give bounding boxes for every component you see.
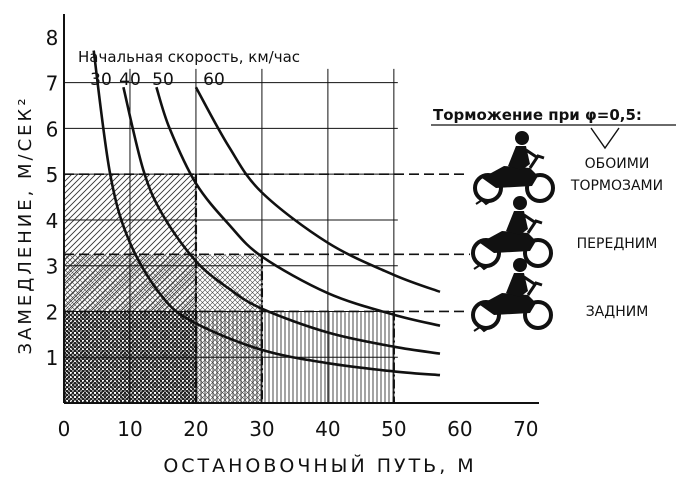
bike-body	[480, 293, 536, 315]
y-tick-label: 5	[46, 163, 59, 187]
y-tick-labels: 1 2 3 4 5 6 7 8	[46, 26, 59, 370]
y-tick-label: 6	[46, 117, 59, 141]
motorcycle-rider-icon	[471, 258, 553, 333]
rider-body	[506, 211, 528, 235]
handlebar	[526, 219, 543, 234]
rider-head	[513, 258, 527, 272]
legend-items: ОБОИМИ ТОРМОЗАМИ ПЕРЕДНИМ ЗАДНИМ	[570, 156, 663, 320]
legend-bracket	[590, 127, 620, 150]
handlebar	[528, 154, 545, 169]
motorcycle-rider-icon	[473, 131, 555, 206]
x-tick-label: 40	[315, 417, 340, 441]
bike-body	[482, 166, 538, 188]
legend-title: Торможение при φ=0,5:	[433, 106, 642, 124]
rider-arm	[523, 213, 537, 225]
rider-head	[515, 131, 529, 145]
y-tick-label: 4	[46, 209, 59, 233]
y-tick-label: 2	[46, 300, 59, 324]
front-wheel	[523, 238, 553, 268]
handlebar	[526, 281, 543, 296]
x-tick-label: 70	[513, 417, 538, 441]
front-wheel	[523, 300, 553, 330]
skid-mark	[473, 325, 491, 333]
y-tick-label: 8	[46, 26, 59, 50]
x-tick-labels: 0 10 20 30 40 50 60 70	[58, 417, 539, 441]
speed-curve-50	[155, 86, 441, 327]
speed-curve-30	[92, 50, 441, 377]
legend-item-label: ОБОИМИ	[585, 156, 650, 172]
axes	[63, 14, 539, 404]
speed-title: Начальная скорость, км/час	[78, 48, 300, 66]
skid-mark	[475, 198, 493, 206]
rider-body	[508, 146, 530, 170]
rider-body	[506, 273, 528, 297]
x-tick-label: 20	[183, 417, 208, 441]
y-tick-label: 7	[46, 72, 59, 96]
x-tick-label: 0	[58, 417, 71, 441]
rider-arm	[523, 275, 537, 287]
front-wheel	[525, 173, 555, 203]
x-tick-label: 30	[249, 417, 274, 441]
legend-item-label: ПЕРЕДНИМ	[577, 236, 658, 252]
y-tick-label: 3	[46, 255, 59, 279]
motorcycle-icons	[471, 131, 555, 333]
speed-curve-60	[194, 86, 441, 294]
x-tick-label: 60	[447, 417, 472, 441]
speed-labels: 30 40 50 60	[90, 70, 225, 90]
motorcycle-rider-icon	[471, 196, 553, 271]
y-tick-label: 1	[46, 346, 59, 370]
bike-body	[480, 231, 536, 253]
y-axis-label: ЗАМЕДЛЕНИЕ, М/СЕК²	[15, 95, 36, 354]
speed-curves	[92, 50, 441, 377]
rider-head	[513, 196, 527, 210]
speed-label-40: 40	[119, 70, 141, 90]
x-tick-label: 50	[381, 417, 406, 441]
speed-label-60: 60	[203, 70, 225, 90]
rider-arm	[525, 148, 539, 160]
skid-mark	[473, 263, 491, 271]
legend-item-label: ТОРМОЗАМИ	[570, 178, 663, 194]
x-axis-label: ОСТАНОВОЧНЫЙ ПУТЬ, М	[163, 454, 476, 477]
speed-label-50: 50	[152, 70, 174, 90]
legend-item-label: ЗАДНИМ	[586, 304, 649, 320]
speed-curve-40	[122, 86, 441, 355]
speed-label-30: 30	[90, 70, 112, 90]
x-tick-label: 10	[117, 417, 142, 441]
